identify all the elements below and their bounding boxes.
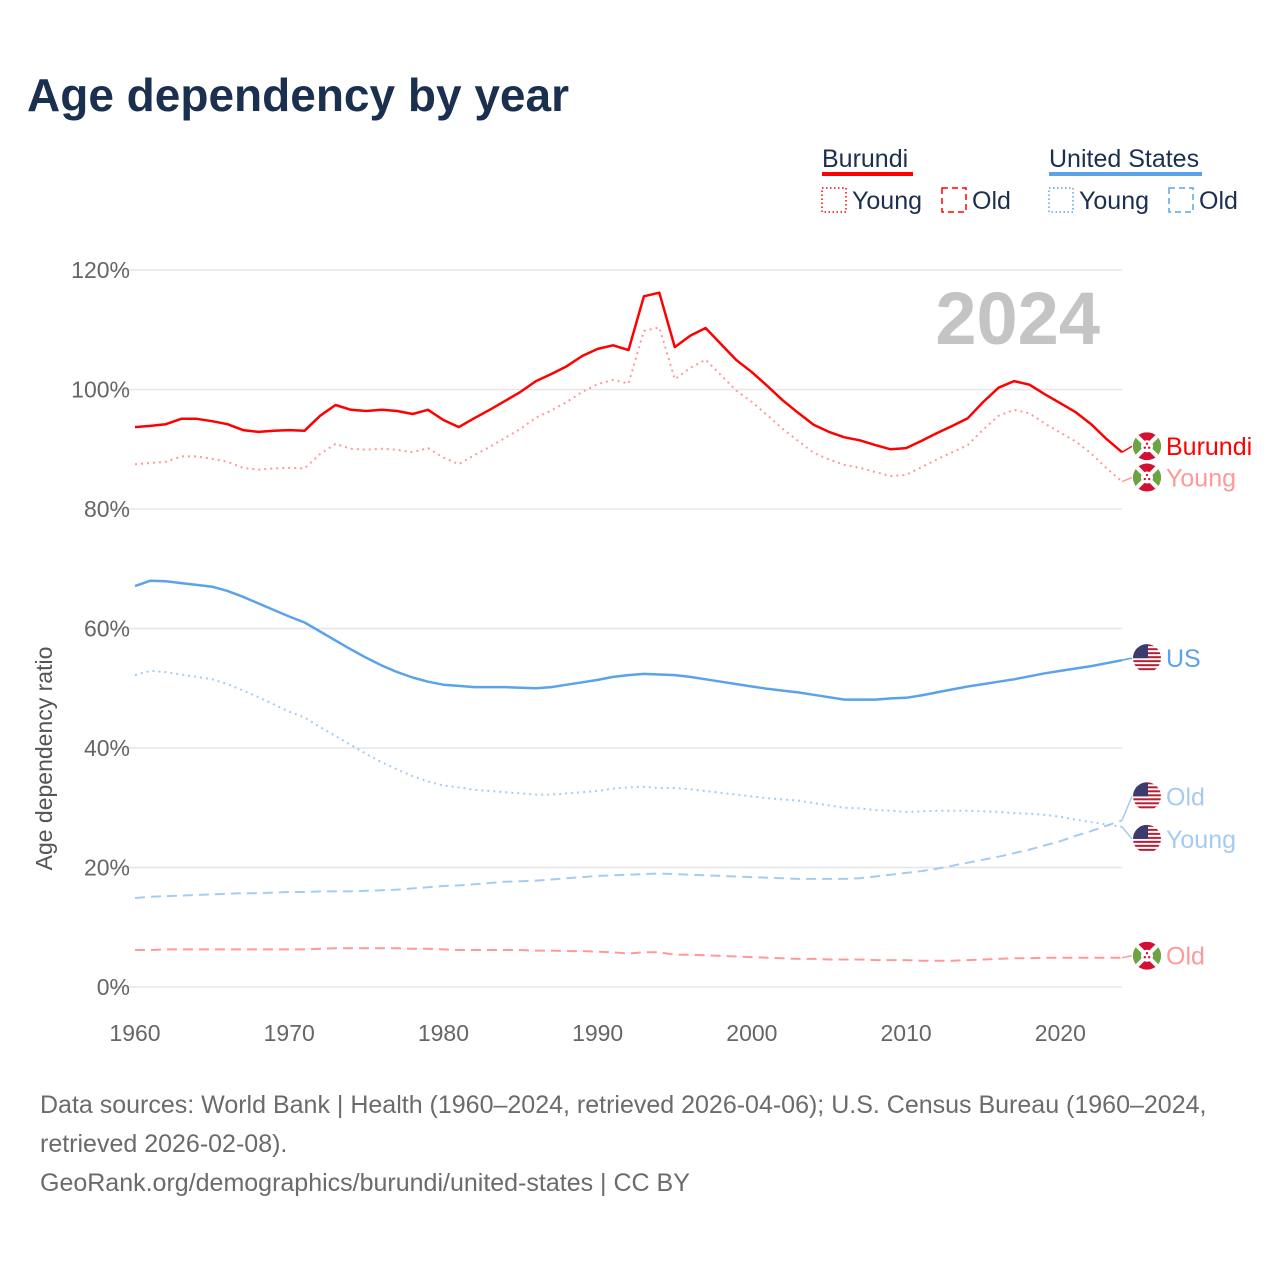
flag-canton	[1133, 824, 1148, 839]
flag-disc	[1141, 440, 1153, 453]
legend-group-burundi: Burundi	[822, 145, 908, 173]
flag-stripe-red	[1133, 660, 1161, 663]
chart-title: Age dependency by year	[27, 69, 569, 121]
legend-item-old: Old	[972, 187, 1011, 215]
series-line-united-states	[134, 579, 1123, 701]
flag-star	[1145, 442, 1149, 445]
series-line-burundi-young	[134, 326, 1123, 483]
flag-green	[1133, 941, 1147, 970]
y-tick-label: 40%	[84, 735, 130, 761]
flag-stripe-red	[1133, 668, 1161, 671]
flag-body	[1133, 463, 1161, 492]
flag-disc	[1141, 949, 1153, 962]
end-label: Burundi	[1166, 433, 1252, 461]
flag-star	[1148, 477, 1151, 481]
flag-stripe-red	[1133, 798, 1161, 801]
flag-star	[1148, 956, 1151, 959]
label-connector	[1121, 445, 1133, 453]
flag-stripe-red	[1133, 802, 1161, 805]
x-tick-label: 1970	[264, 1020, 315, 1046]
burundi-flag-icon	[1133, 463, 1161, 492]
legend-item-young: Young	[852, 187, 922, 215]
legend-item-old: Old	[1199, 187, 1238, 215]
end-label: Old	[1166, 943, 1205, 971]
flag-green	[1147, 941, 1161, 970]
flag-star	[1143, 446, 1147, 449]
flag-stripe-red	[1133, 848, 1161, 851]
x-tick-label: 1980	[418, 1020, 469, 1046]
x-tick-label: 2020	[1035, 1020, 1086, 1046]
series-line-burundi	[134, 291, 1123, 454]
legend-group-united-states: United States	[1049, 145, 1199, 173]
us-flag-icon	[1133, 782, 1161, 809]
burundi-flag-icon	[1133, 941, 1161, 970]
flag-star	[1145, 473, 1149, 477]
series-line-burundi-old	[135, 947, 1122, 962]
flag-body	[1133, 782, 1161, 809]
label-connector	[1121, 657, 1133, 661]
label-connector	[1121, 476, 1133, 483]
end-label: Young	[1166, 465, 1236, 493]
y-tick-label: 20%	[84, 855, 130, 881]
year-watermark: 2024	[935, 277, 1100, 360]
flag-canton	[1133, 644, 1148, 659]
legend-swatch-young	[1048, 187, 1074, 213]
flag-disc	[1141, 471, 1153, 484]
y-tick-label: 120%	[71, 257, 130, 283]
end-label: US	[1166, 645, 1201, 673]
legend-swatch-old	[1168, 187, 1194, 213]
flag-stripe-red	[1133, 806, 1161, 809]
label-connector	[1121, 826, 1133, 840]
us-flag-icon	[1133, 824, 1161, 851]
end-label: Young	[1166, 826, 1236, 854]
attribution-link[interactable]: GeoRank.org/demographics/burundi/united-…	[40, 1169, 690, 1197]
x-tick-label: 2010	[881, 1020, 932, 1046]
legend-swatch-young	[821, 187, 847, 213]
flag-star	[1143, 956, 1147, 959]
series-line-united-states-old	[134, 819, 1123, 899]
flag-canton	[1133, 782, 1148, 797]
flag-green	[1133, 432, 1147, 461]
label-connector	[1121, 954, 1133, 959]
y-tick-label: 60%	[84, 616, 130, 642]
flag-body	[1133, 941, 1161, 970]
y-tick-label: 80%	[84, 496, 130, 522]
flag-stripe-red	[1133, 844, 1161, 847]
y-axis-label: Age dependency ratio	[31, 647, 57, 871]
flag-body	[1133, 432, 1161, 461]
x-tick-label: 1960	[109, 1020, 160, 1046]
flag-stripe-red	[1133, 664, 1161, 667]
series-line-united-states-young	[134, 669, 1123, 828]
flag-green	[1147, 463, 1161, 492]
us-flag-icon	[1133, 644, 1161, 671]
flag-body	[1133, 824, 1161, 851]
y-tick-label: 0%	[97, 974, 130, 1000]
flag-star	[1143, 477, 1147, 481]
end-label: Old	[1166, 783, 1205, 811]
data-sources: Data sources: World Bank | Health (1960–…	[40, 1091, 1207, 1158]
x-tick-label: 1990	[572, 1020, 623, 1046]
flag-green	[1147, 432, 1161, 461]
legend-item-young: Young	[1079, 187, 1149, 215]
legend-swatch-old	[941, 187, 967, 213]
y-tick-label: 100%	[71, 377, 130, 403]
flag-body	[1133, 644, 1161, 671]
burundi-flag-icon	[1133, 432, 1161, 461]
label-connector	[1121, 796, 1133, 821]
flag-green	[1133, 463, 1147, 492]
flag-star	[1148, 446, 1151, 449]
footer: Data sources: World Bank | Health (1960–…	[40, 1086, 1250, 1203]
flag-stripe-red	[1133, 840, 1161, 843]
flag-star	[1145, 952, 1149, 955]
x-tick-label: 2000	[726, 1020, 777, 1046]
